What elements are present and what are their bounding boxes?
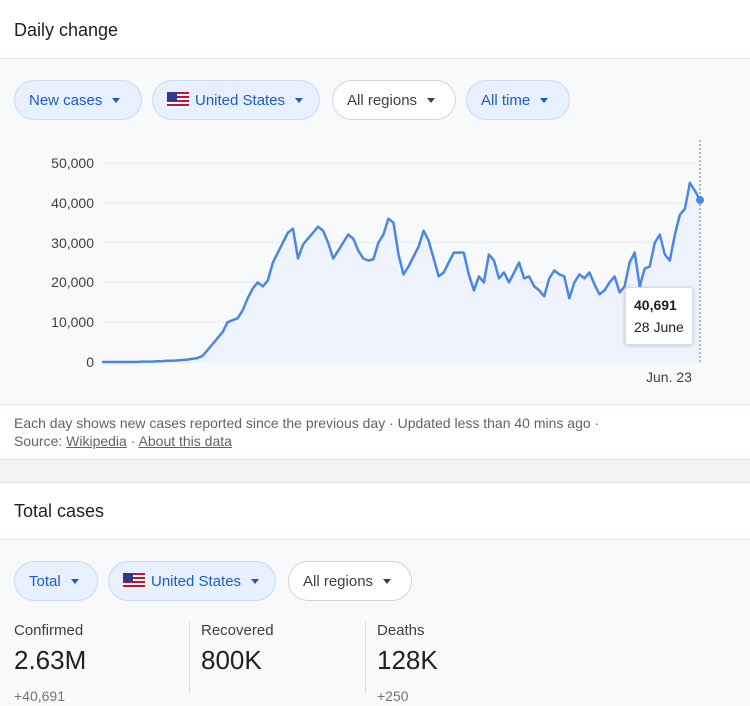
total-region-dropdown[interactable]: All regions	[288, 561, 412, 601]
chevron-down-icon	[112, 97, 121, 103]
about-data-link[interactable]: About this data	[138, 433, 232, 449]
total-cases-title: Total cases	[14, 501, 105, 521]
total-metric-dropdown[interactable]: Total	[14, 561, 98, 601]
daily-change-title: Daily change	[14, 20, 119, 40]
footnote-source: Source: Wikipedia · About this data	[14, 433, 232, 449]
stat-delta: +250	[377, 688, 409, 704]
wikipedia-link[interactable]: Wikipedia	[66, 433, 127, 449]
stat-divider	[365, 622, 366, 694]
y-tick-label: 20,000	[51, 274, 94, 290]
divider	[0, 539, 750, 540]
region-dropdown[interactable]: All regions	[332, 80, 456, 120]
us-flag-icon	[123, 573, 145, 589]
stat-value: 128K	[377, 645, 438, 675]
source-label: Source:	[14, 433, 63, 449]
chevron-down-icon	[540, 97, 549, 103]
chevron-down-icon	[427, 97, 436, 103]
y-tick-label: 10,000	[51, 314, 94, 330]
y-tick-label: 50,000	[51, 155, 94, 171]
metric-dropdown[interactable]: New cases	[14, 80, 142, 120]
tooltip-date: 28 June	[634, 319, 684, 335]
stat-recovered: Recovered 800K	[201, 622, 274, 688]
y-tick-label: 30,000	[51, 235, 94, 251]
period-dropdown[interactable]: All time	[466, 80, 570, 120]
footnote-text: Each day shows new cases reported since …	[14, 415, 600, 431]
stat-label: Recovered	[201, 622, 274, 639]
country-dropdown[interactable]: United States	[152, 80, 320, 120]
series-line	[102, 181, 702, 364]
divider	[0, 404, 750, 405]
country-dropdown-label: United States	[195, 91, 286, 109]
tooltip-value: 40,691	[634, 297, 677, 313]
divider	[0, 58, 750, 59]
y-tick-label: 40,000	[51, 195, 94, 211]
chevron-down-icon	[251, 578, 260, 584]
stat-delta: +40,691	[14, 688, 65, 704]
total-country-dropdown[interactable]: United States	[108, 561, 276, 601]
us-flag-icon	[167, 92, 189, 108]
chevron-down-icon	[70, 578, 79, 584]
stat-confirmed: Confirmed 2.63M +40,691	[14, 622, 86, 704]
period-dropdown-label: All time	[481, 91, 531, 109]
x-tick-label: Jun. 23	[646, 369, 692, 385]
stat-label: Deaths	[377, 622, 425, 639]
stat-divider	[189, 622, 190, 694]
hover-point	[696, 196, 704, 205]
total-country-dropdown-label: United States	[151, 572, 242, 590]
footnote-separator: ·	[130, 433, 136, 449]
card-separator	[0, 459, 750, 483]
metric-dropdown-label: New cases	[29, 91, 103, 109]
region-dropdown-label: All regions	[347, 91, 418, 109]
stat-label: Confirmed	[14, 622, 84, 639]
series-area	[102, 182, 700, 362]
chevron-down-icon	[295, 97, 304, 103]
chevron-down-icon	[383, 578, 392, 584]
daily-change-chart[interactable]	[0, 0, 750, 406]
y-tick-label: 0	[86, 354, 94, 370]
stat-value: 2.63M	[14, 645, 87, 675]
total-region-dropdown-label: All regions	[303, 572, 374, 590]
stat-value: 800K	[201, 645, 262, 675]
total-metric-dropdown-label: Total	[29, 572, 61, 590]
stat-deaths: Deaths 128K +250	[377, 622, 438, 704]
chart-tooltip: 40,691 28 June	[625, 287, 693, 345]
